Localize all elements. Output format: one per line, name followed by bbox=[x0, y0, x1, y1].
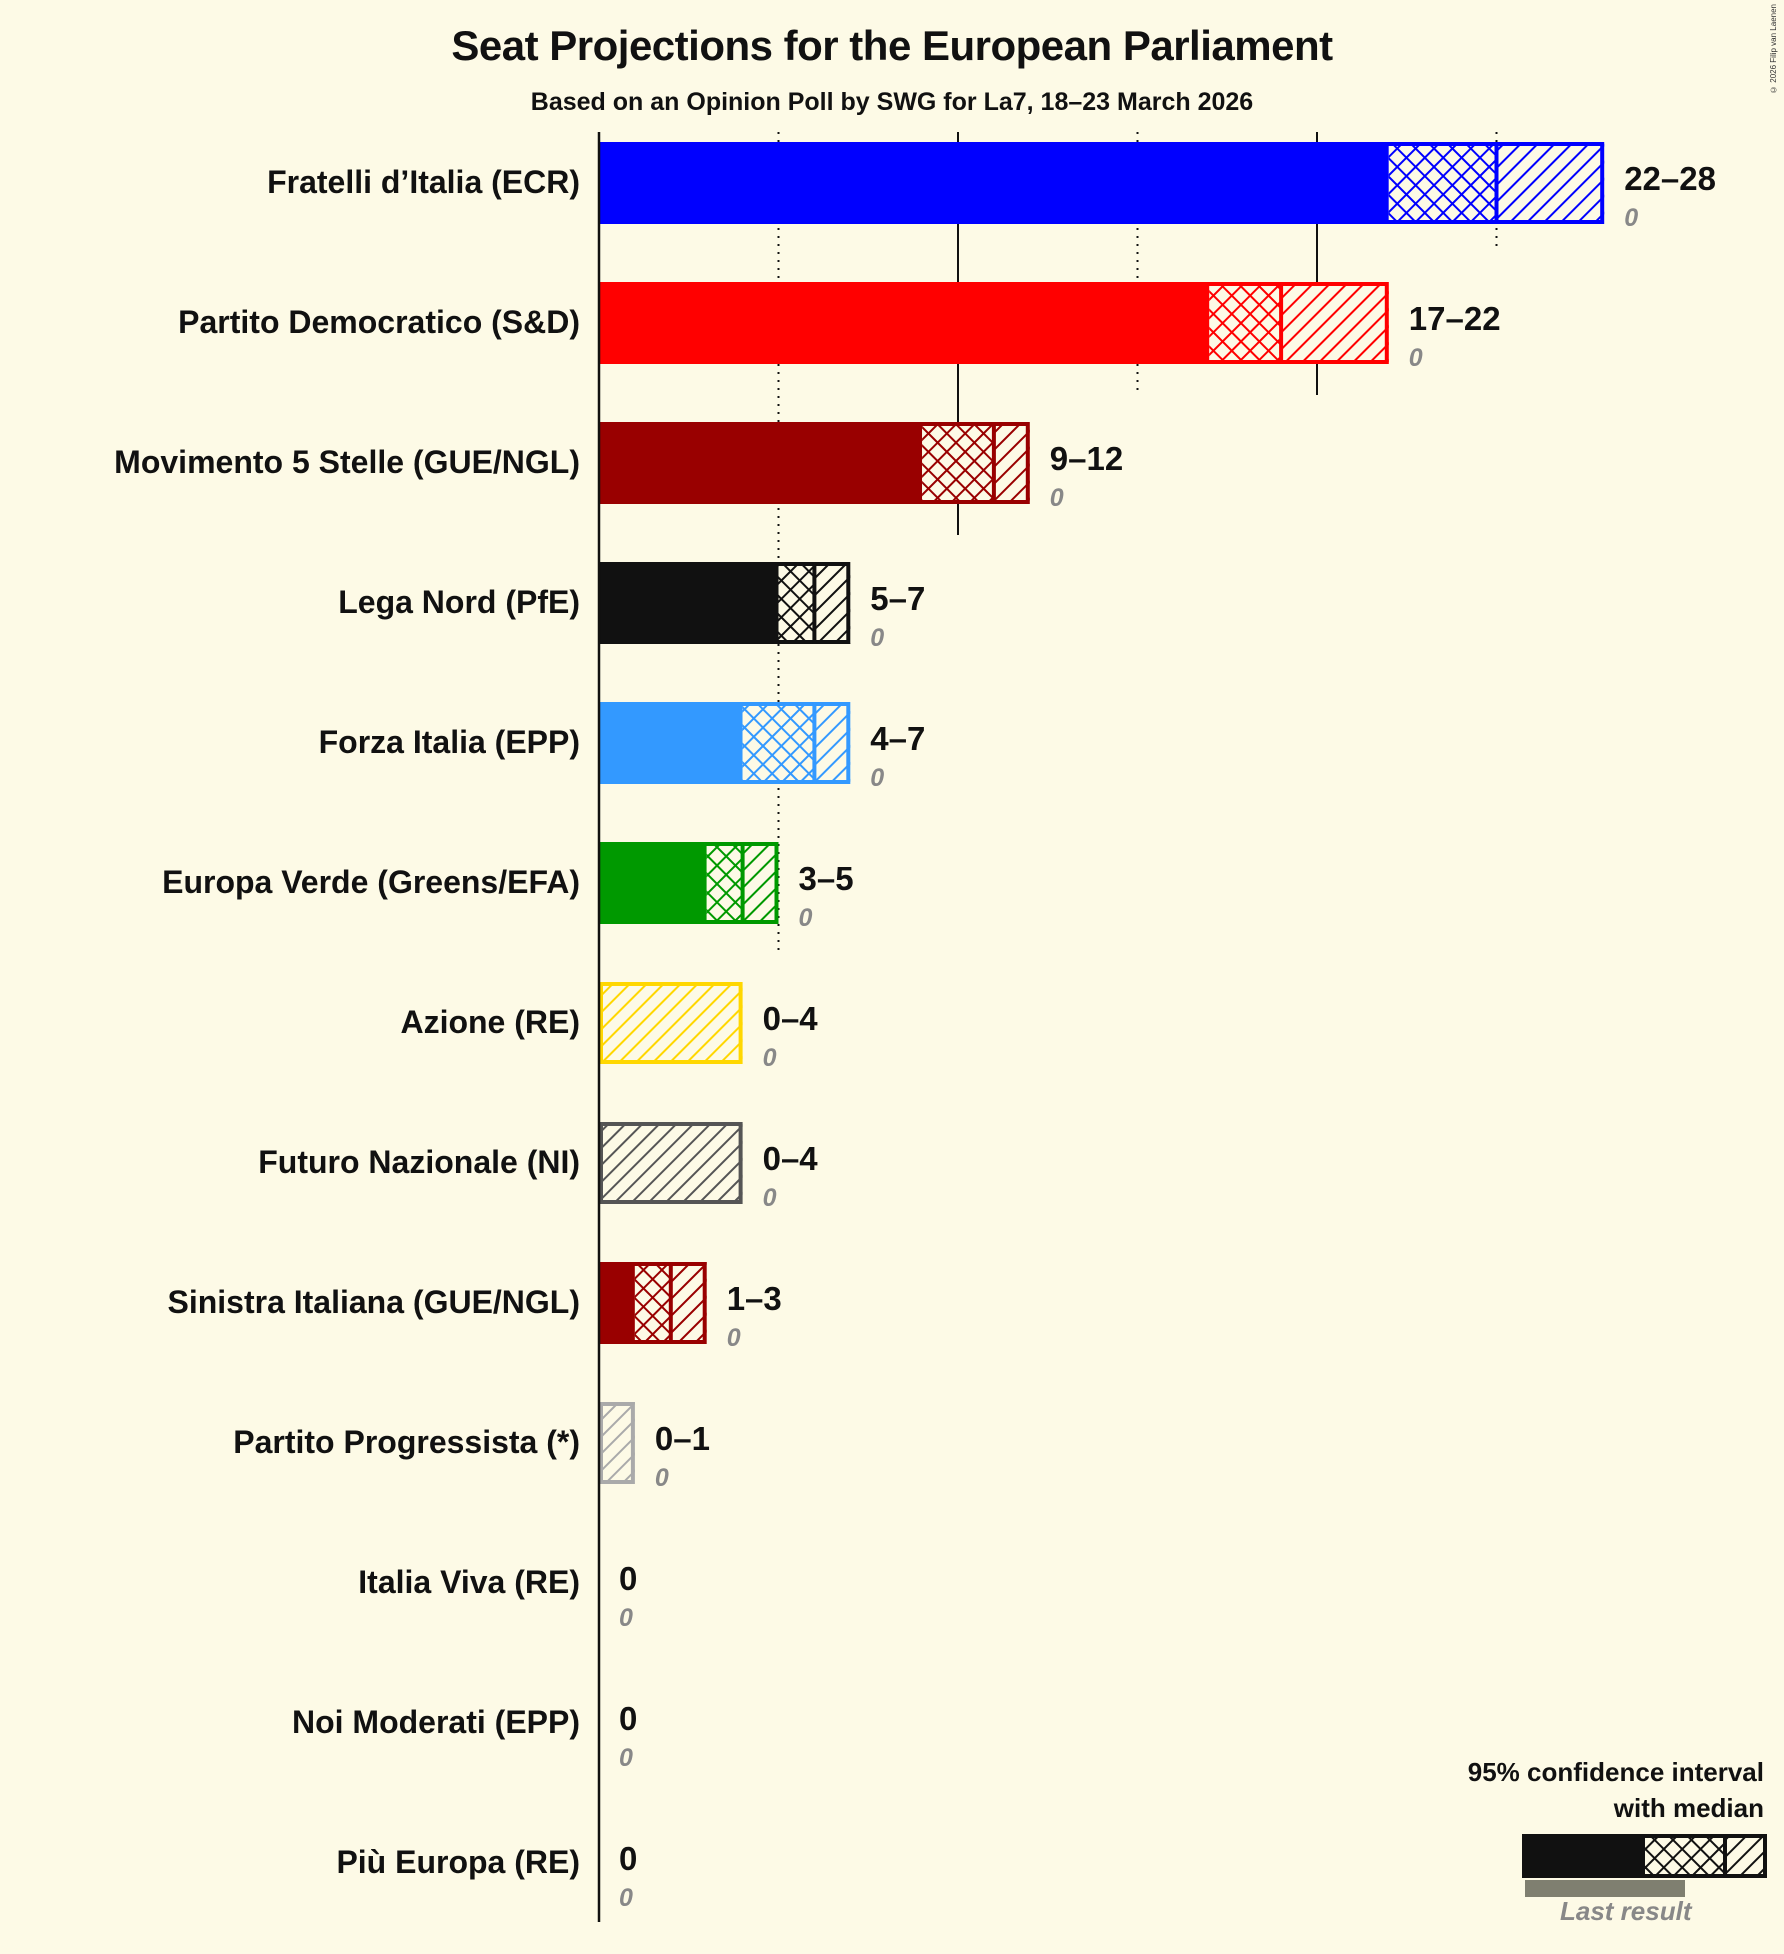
party-label: Movimento 5 Stelle (GUE/NGL) bbox=[114, 444, 580, 480]
seat-range-label: 22–28 bbox=[1624, 160, 1716, 197]
last-result-label: 0 bbox=[619, 1744, 633, 1772]
last-result-label: 0 bbox=[1624, 204, 1639, 232]
legend-last-result-label: Last result bbox=[1560, 1896, 1692, 1926]
party-label: Più Europa (RE) bbox=[336, 1844, 580, 1880]
hatch-segment bbox=[993, 422, 1030, 504]
party-label: Sinistra Italiana (GUE/NGL) bbox=[167, 1284, 580, 1320]
last-result-label: 0 bbox=[619, 1884, 633, 1912]
crosshatch-segment bbox=[742, 702, 815, 784]
seat-range-label: 0 bbox=[619, 1700, 638, 1737]
hatch-segment bbox=[814, 702, 851, 784]
crosshatch-segment bbox=[634, 1262, 671, 1344]
crosshatch-segment bbox=[1388, 142, 1497, 224]
bar-row bbox=[599, 982, 743, 1064]
hatch-segment bbox=[1496, 142, 1605, 224]
party-label: Noi Moderati (EPP) bbox=[291, 1704, 580, 1740]
last-result-label: 0 bbox=[654, 1464, 669, 1492]
solid-segment bbox=[599, 1262, 635, 1344]
last-result-label: 0 bbox=[798, 904, 813, 932]
seat-range-label: 0–4 bbox=[762, 1000, 818, 1037]
seat-range-label: 4–7 bbox=[870, 720, 926, 757]
solid-segment bbox=[599, 282, 1210, 364]
crosshatch-segment bbox=[922, 422, 994, 504]
last-result-label: 0 bbox=[1049, 484, 1064, 512]
hatch-segment bbox=[814, 562, 851, 644]
party-label: Europa Verde (Greens/EFA) bbox=[162, 864, 580, 900]
crosshatch-segment bbox=[778, 562, 815, 644]
bar-row bbox=[599, 702, 851, 784]
party-label: Forza Italia (EPP) bbox=[318, 724, 580, 760]
party-label: Partito Democratico (S&D) bbox=[178, 304, 580, 340]
bar-row bbox=[599, 422, 1030, 504]
hatch-segment bbox=[670, 1262, 707, 1344]
party-label: Azione (RE) bbox=[400, 1004, 580, 1040]
gridlines bbox=[777, 132, 1498, 955]
solid-segment bbox=[599, 142, 1389, 224]
party-label: Lega Nord (PfE) bbox=[338, 584, 580, 620]
seat-range-label: 0–1 bbox=[654, 1420, 710, 1457]
seat-range-label: 17–22 bbox=[1408, 300, 1501, 337]
party-label: Futuro Nazionale (NI) bbox=[258, 1144, 580, 1180]
bar-row bbox=[599, 1402, 635, 1484]
legend-last-result-bar bbox=[1525, 1880, 1685, 1897]
hatch-segment bbox=[599, 1402, 635, 1484]
bar-row bbox=[599, 562, 851, 644]
party-label: Partito Progressista (*) bbox=[233, 1424, 580, 1460]
solid-segment bbox=[599, 422, 923, 504]
seat-range-label: 0–4 bbox=[762, 1140, 818, 1177]
legend-title: 95% confidence interval with median bbox=[1468, 1754, 1764, 1826]
bar-row bbox=[599, 282, 1389, 364]
bar-row bbox=[599, 1122, 743, 1204]
solid-segment bbox=[599, 842, 707, 924]
last-result-label: 0 bbox=[726, 1324, 741, 1352]
crosshatch-segment bbox=[1209, 282, 1282, 364]
legend-swatch bbox=[1522, 1834, 1767, 1897]
last-result-label: 0 bbox=[870, 764, 885, 792]
last-result-label: 0 bbox=[1408, 344, 1423, 372]
solid-segment bbox=[599, 702, 743, 784]
legend-line-2: with median bbox=[1613, 1793, 1764, 1823]
seat-range-label: 5–7 bbox=[870, 580, 926, 617]
hatch-segment bbox=[599, 982, 743, 1064]
legend-line-1: 95% confidence interval bbox=[1467, 1757, 1764, 1787]
last-result-label: 0 bbox=[619, 1604, 633, 1632]
bar-row bbox=[599, 1262, 707, 1344]
page-title: Seat Projections for the European Parlia… bbox=[451, 22, 1333, 69]
seat-range-label: 3–5 bbox=[798, 860, 854, 897]
seat-range-label: 9–12 bbox=[1049, 440, 1124, 477]
party-label: Fratelli d’Italia (ECR) bbox=[267, 164, 580, 200]
bar-row bbox=[599, 842, 779, 924]
seat-range-label: 0 bbox=[619, 1840, 638, 1877]
solid-segment bbox=[599, 562, 779, 644]
page-subtitle: Based on an Opinion Poll by SWG for La7,… bbox=[530, 88, 1254, 116]
last-result-label: 0 bbox=[870, 624, 885, 652]
crosshatch-segment bbox=[706, 842, 743, 924]
last-result-label: 0 bbox=[762, 1184, 777, 1212]
hatch-segment bbox=[599, 1122, 743, 1204]
hatch-segment bbox=[1281, 282, 1389, 364]
hatch-segment bbox=[742, 842, 779, 924]
party-label: Italia Viva (RE) bbox=[358, 1564, 580, 1600]
bar-row bbox=[599, 142, 1605, 224]
seat-range-label: 1–3 bbox=[726, 1280, 782, 1317]
last-result-label: 0 bbox=[762, 1044, 777, 1072]
seat-range-label: 0 bbox=[619, 1560, 638, 1597]
